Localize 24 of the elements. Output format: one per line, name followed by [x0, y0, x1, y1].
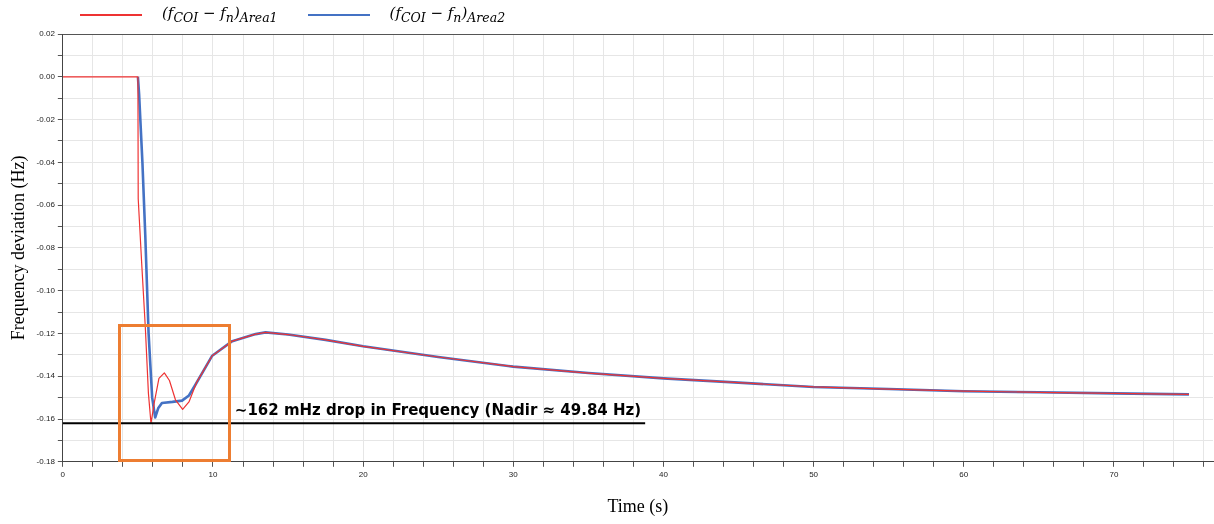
y-tick-label: -0.10 [36, 285, 56, 295]
legend-label: (f$_{COI}$ − f$_{n}$)$_{Area1}$ [162, 4, 278, 25]
x-tick-label: 10 [208, 469, 218, 479]
ref-line-label: ∼162 mHz drop in Frequency (Nadir ≈ 49.84 Hz) [234, 400, 642, 419]
x-tick-label: 60 [959, 469, 969, 479]
x-tick-label: 0 [60, 469, 66, 479]
y-tick-label: -0.14 [36, 371, 56, 381]
y-tick-label: 0.00 [39, 71, 56, 81]
x-axis-title: Time (s) [607, 495, 669, 517]
x-tick-label: 70 [1109, 469, 1119, 479]
x-tick-label: 30 [508, 469, 519, 479]
y-tick-label: -0.04 [36, 157, 56, 167]
legend-label: (f$_{COI}$ − f$_{n}$)$_{Area2}$ [389, 4, 506, 25]
y-tick-label: -0.06 [36, 200, 56, 210]
y-tick-label: -0.12 [36, 328, 56, 338]
x-tick-label: 40 [658, 469, 669, 479]
x-tick-label: 50 [809, 469, 819, 479]
y-tick-label: -0.18 [36, 457, 56, 466]
x-tick-label: 20 [358, 469, 369, 479]
y-tick-label: -0.16 [36, 414, 56, 424]
y-tick-label: -0.08 [36, 243, 56, 253]
y-axis-title: Frequency deviation (Hz) [7, 155, 29, 341]
y-tick-label: 0.02 [39, 29, 56, 39]
y-tick-label: -0.02 [36, 114, 56, 124]
